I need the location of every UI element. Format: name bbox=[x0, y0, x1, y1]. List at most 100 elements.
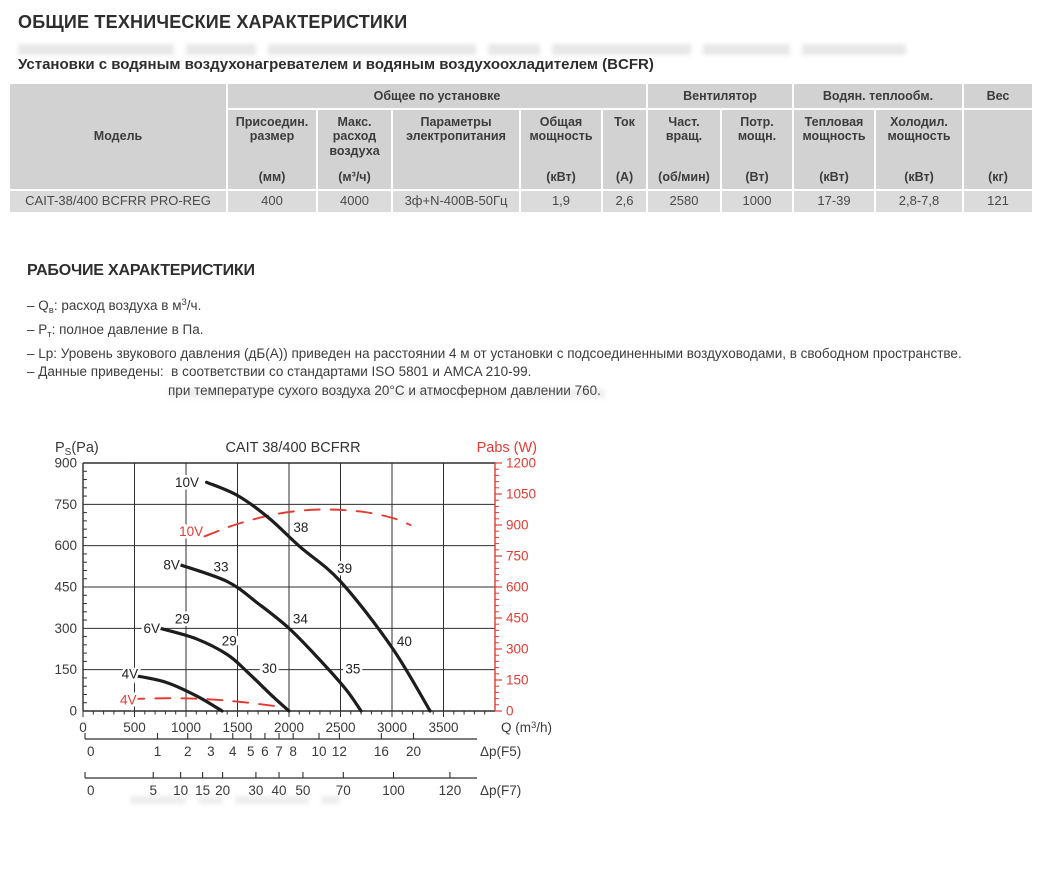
curve-label-4v: 4V bbox=[120, 693, 137, 708]
x-axis-tick-label: 1500 bbox=[222, 720, 252, 735]
power-curve-10V bbox=[203, 508, 412, 538]
table-column-header: Ток (А) bbox=[603, 110, 646, 189]
x-axis-tick-label: 2000 bbox=[274, 720, 304, 735]
dp-f7-scale-tick-label: 100 bbox=[382, 783, 405, 798]
right-axis-tick-label: 1200 bbox=[506, 456, 536, 471]
left-axis-tick-label: 750 bbox=[54, 497, 77, 512]
table-header-model: Модель bbox=[10, 84, 226, 189]
table-cell: 1000 bbox=[722, 191, 792, 212]
dp-f5-scale-tick-label: 7 bbox=[275, 744, 283, 759]
left-axis-title: PS(Pa) bbox=[55, 440, 99, 458]
left-axis-tick-label: 900 bbox=[54, 456, 77, 471]
faded-text-artifact bbox=[168, 389, 708, 398]
dp-f7-scale-tick-label: 40 bbox=[272, 783, 287, 798]
curve-label-6v: 6V bbox=[144, 621, 161, 636]
dp-f7-scale-tick-label: 5 bbox=[149, 783, 157, 798]
table-group-header: Вентилятор bbox=[648, 84, 792, 108]
dp-f7-scale-title: Δp(F7) bbox=[480, 783, 521, 798]
pressure-curve-10V bbox=[205, 480, 432, 713]
dp-f7-scale-tick-label: 30 bbox=[248, 783, 263, 798]
right-axis-tick-label: 900 bbox=[506, 518, 529, 533]
right-axis-tick-label: 1050 bbox=[506, 487, 536, 502]
table-column-header: Тепловая мощность (кВт) bbox=[794, 110, 874, 189]
dp-f7-scale-tick-label: 120 bbox=[439, 783, 462, 798]
table-cell: 121 bbox=[964, 191, 1032, 212]
x-axis-title: Q (m3/h) bbox=[501, 720, 552, 735]
table-cell: 4000 bbox=[318, 191, 391, 212]
fan-curve-svg: 0150300450600750900015030045060075090010… bbox=[54, 440, 552, 798]
performance-notes: – Qв: расход воздуха в м3/ч. – Pт: полное… bbox=[27, 294, 962, 401]
dp-f5-scale-tick-label: 10 bbox=[312, 744, 327, 759]
x-axis-tick-label: 1000 bbox=[171, 720, 201, 735]
chart-title: CAIT 38/400 BCFRR bbox=[225, 440, 360, 456]
curve-label-10v: 10V bbox=[175, 475, 199, 490]
dp-f5-scale-tick-label: 8 bbox=[289, 744, 297, 759]
table-cell: 2,6 bbox=[603, 191, 646, 212]
left-axis-tick-label: 0 bbox=[69, 704, 77, 719]
dp-f5-scale-tick-label: 20 bbox=[406, 744, 421, 759]
curve-label-8v: 8V bbox=[163, 558, 180, 573]
pressure-curve-6V bbox=[158, 626, 291, 713]
curve-label-10v: 10V bbox=[179, 524, 203, 539]
right-axis-tick-label: 150 bbox=[506, 673, 529, 688]
table-cell: CAIT-38/400 BCFRR PRO-REG bbox=[10, 191, 226, 212]
table-cell: 2580 bbox=[648, 191, 720, 212]
x-axis-tick-label: 0 bbox=[79, 720, 87, 735]
dp-f5-scale-tick-label: 0 bbox=[87, 744, 95, 759]
noise-level-label: 39 bbox=[337, 561, 352, 576]
note-line: – Qв: расход воздуха в м3/ч. bbox=[27, 297, 202, 316]
table-cell: 17-39 bbox=[794, 191, 874, 212]
performance-section-title: РАБОЧИЕ ХАРАКТЕРИСТИКИ bbox=[27, 262, 255, 279]
left-axis-tick-label: 150 bbox=[54, 662, 77, 677]
note-line: – Данные приведены: в соответствии со ст… bbox=[27, 364, 532, 380]
note-line: – Lp: Уровень звукового давления (дБ(А))… bbox=[27, 345, 962, 361]
note-line: – Pт: полное давление в Па. bbox=[27, 321, 204, 340]
table-column-header: Холодил. мощность (кВт) bbox=[876, 110, 962, 189]
left-axis-tick-label: 300 bbox=[54, 621, 77, 636]
table-cell: 3ф+N-400В-50Гц bbox=[393, 191, 519, 212]
dp-f7-scale-tick-label: 20 bbox=[215, 783, 230, 798]
x-axis-tick-label: 2500 bbox=[325, 720, 355, 735]
table-column-header: Част. вращ. (об/мин) bbox=[648, 110, 720, 189]
noise-level-label: 40 bbox=[397, 634, 412, 649]
left-axis-tick-label: 450 bbox=[54, 580, 77, 595]
dp-f5-scale-tick-label: 3 bbox=[207, 744, 215, 759]
noise-level-label: 30 bbox=[262, 661, 277, 676]
noise-level-label: 33 bbox=[214, 560, 229, 575]
dp-f5-scale-title: Δp(F5) bbox=[480, 744, 521, 759]
noise-level-label: 34 bbox=[293, 612, 309, 627]
table-column-header: Параметры электропитания bbox=[393, 110, 519, 189]
table-cell: 2,8-7,8 bbox=[876, 191, 962, 212]
note-line: при температуре сухого воздуха 20°C и ат… bbox=[168, 383, 601, 399]
fan-performance-chart: 0 150 300 450 600 750 900 0 150 300 450 600 750 900 10… bbox=[40, 430, 580, 825]
noise-level-label: 29 bbox=[175, 612, 190, 627]
dp-f7-scale-tick-label: 15 bbox=[195, 783, 210, 798]
table-header-weight-unit: (кг) bbox=[964, 110, 1032, 189]
pressure-curve-8V bbox=[179, 563, 363, 713]
table-column-header: Общая мощность (кВт) bbox=[521, 110, 601, 189]
table-cell: 1,9 bbox=[521, 191, 601, 212]
page-title: ОБЩИЕ ТЕХНИЧЕСКИЕ ХАРАКТЕРИСТИКИ bbox=[18, 12, 408, 32]
faded-text-artifact bbox=[130, 796, 440, 804]
dp-f7-scale-tick-label: 10 bbox=[173, 783, 188, 798]
dp-f5-scale-tick-label: 6 bbox=[261, 744, 269, 759]
right-axis-tick-label: 300 bbox=[506, 642, 529, 657]
x-axis-tick-label: 3500 bbox=[428, 720, 458, 735]
table-group-header: Общее по установке bbox=[228, 84, 646, 108]
noise-level-label: 38 bbox=[293, 520, 308, 535]
dp-f7-scale-tick-label: 70 bbox=[336, 783, 351, 798]
right-axis-title: Pabs (W) bbox=[477, 440, 537, 456]
curve-label-4v: 4V bbox=[122, 667, 139, 682]
noise-level-label: 29 bbox=[222, 634, 237, 649]
dp-f5-scale-tick-label: 16 bbox=[374, 744, 389, 759]
table-group-header: Водян. теплообм. bbox=[794, 84, 962, 108]
dp-f5-scale-tick-label: 1 bbox=[154, 744, 162, 759]
right-axis-tick-label: 0 bbox=[506, 704, 514, 719]
noise-level-label: 35 bbox=[345, 662, 360, 677]
x-axis-tick-label: 500 bbox=[123, 720, 146, 735]
dp-f5-scale-tick-label: 4 bbox=[229, 744, 237, 759]
table-section-title: Установки с водяным воздухонагревателем … bbox=[18, 56, 654, 73]
right-axis-tick-label: 450 bbox=[506, 611, 529, 626]
x-axis-tick-label: 3000 bbox=[377, 720, 407, 735]
